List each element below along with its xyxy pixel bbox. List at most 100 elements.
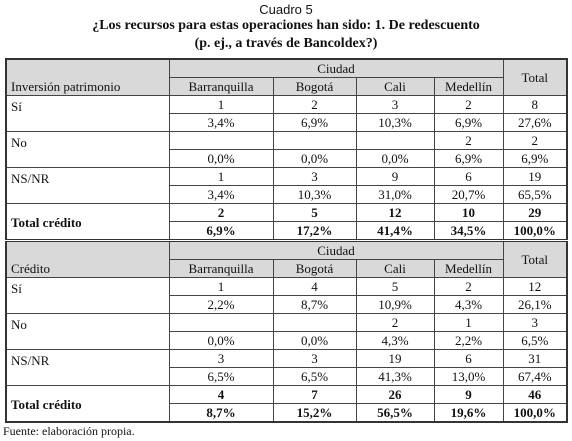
column-header: Cali	[355, 77, 435, 96]
percent-cell: 0,0%	[168, 331, 274, 350]
percent-cell: 0,0%	[355, 149, 435, 168]
percent-cell: 20,7%	[433, 185, 504, 204]
percent-cell: 10,3%	[355, 113, 435, 132]
count-row: NS/NR 3 3 19 6 31	[5, 349, 568, 386]
count-cell: 12	[502, 277, 568, 296]
percent-cell: 56,5%	[355, 403, 435, 423]
column-header: Bogotá	[272, 259, 357, 278]
count-cell: 9	[433, 385, 504, 404]
percent-row: 8,7% 15,2% 56,5% 19,6% 100,0%	[6, 403, 568, 423]
row-label: NS/NR	[5, 167, 170, 204]
count-cell: 6	[433, 349, 504, 368]
percent-cell: 41,3%	[355, 367, 435, 386]
count-row: Sí 1 4 5 2 12	[5, 277, 568, 314]
percent-cell: 67,4%	[502, 367, 568, 386]
count-cell: 29	[502, 203, 568, 222]
percent-cell: 4,3%	[355, 331, 435, 350]
percent-cell: 15,2%	[272, 403, 357, 423]
percent-cell: 2,2%	[433, 331, 504, 350]
percent-cell: 27,6%	[502, 113, 568, 132]
data-table: Inversión patrimonio Ciudad Total Barranqui…	[5, 58, 568, 423]
count-cell: 12	[355, 203, 435, 222]
percent-cell: 4,3%	[433, 295, 504, 314]
percent-row: 6,9% 17,2% 41,4% 34,5% 100,0%	[6, 221, 568, 241]
group-header: Ciudad	[168, 239, 504, 260]
percent-cell: 6,9%	[168, 221, 274, 241]
column-header: Cali	[355, 259, 435, 278]
section-header: Crédito	[5, 239, 170, 278]
row-label: No	[5, 131, 170, 168]
count-cell	[168, 131, 274, 150]
source-note: Fuente: elaboración propia.	[3, 424, 135, 438]
count-row: Total crédito 4 7 26 9 46	[5, 385, 568, 423]
count-cell: 7	[272, 385, 357, 404]
count-cell: 1	[168, 277, 274, 296]
count-row: Total crédito 2 5 12 10 29	[5, 203, 568, 241]
count-cell: 6	[433, 167, 504, 186]
percent-row: 6,5% 6,5% 41,3% 13,0% 67,4%	[6, 367, 568, 386]
percent-cell: 100,0%	[502, 403, 568, 423]
column-header: Medellín	[433, 259, 504, 278]
count-row: No 2 2	[5, 131, 568, 168]
percent-cell: 10,9%	[355, 295, 435, 314]
caption: Cuadro 5	[259, 2, 313, 17]
count-cell: 2	[272, 95, 357, 114]
column-header: Bogotá	[272, 77, 357, 96]
header-row: Barranquilla Bogotá Cali Medellín	[6, 77, 567, 96]
percent-cell: 6,9%	[433, 113, 504, 132]
percent-cell: 8,7%	[272, 295, 357, 314]
count-cell: 1	[168, 95, 274, 114]
percent-row: 2,2% 8,7% 10,9% 4,3% 26,1%	[6, 295, 568, 314]
count-cell: 5	[272, 203, 357, 222]
percent-cell: 6,5%	[502, 331, 568, 350]
header-row: Crédito Ciudad Total	[5, 239, 568, 278]
count-cell: 8	[502, 95, 568, 114]
count-cell: 3	[168, 349, 274, 368]
header-row: Barranquilla Bogotá Cali Medellín	[6, 259, 567, 278]
count-cell	[272, 131, 357, 150]
count-cell: 9	[355, 167, 435, 186]
percent-cell: 41,4%	[355, 221, 435, 241]
count-cell: 19	[355, 349, 435, 368]
row-label: No	[5, 313, 170, 350]
count-cell: 3	[502, 313, 568, 332]
percent-row: 3,4% 10,3% 31,0% 20,7% 65,5%	[6, 185, 568, 204]
title-line: ¿Los recursos para estas operaciones han…	[92, 18, 480, 33]
count-cell: 4	[168, 385, 274, 404]
count-row: NS/NR 1 3 9 6 19	[5, 167, 568, 204]
count-cell	[168, 313, 274, 332]
percent-cell: 100,0%	[502, 221, 568, 241]
percent-cell: 10,3%	[272, 185, 357, 204]
column-header: Barranquilla	[168, 259, 274, 278]
count-cell: 1	[433, 313, 504, 332]
count-cell: 2	[355, 313, 435, 332]
count-cell: 2	[433, 277, 504, 296]
count-cell	[355, 131, 435, 150]
count-cell: 19	[502, 167, 568, 186]
percent-row: 0,0% 0,0% 0,0% 6,9% 6,9%	[6, 149, 568, 168]
count-cell: 1	[168, 167, 274, 186]
header-row: Inversión patrimonio Ciudad Total	[5, 58, 568, 96]
total-header: Total	[502, 58, 568, 96]
column-header: Medellín	[433, 77, 504, 96]
percent-cell: 8,7%	[168, 403, 274, 423]
percent-cell: 6,9%	[433, 149, 504, 168]
percent-cell: 6,9%	[272, 113, 357, 132]
count-cell: 3	[355, 95, 435, 114]
percent-cell: 3,4%	[168, 113, 274, 132]
percent-cell: 34,5%	[433, 221, 504, 241]
row-label: Total crédito	[5, 203, 170, 241]
title-line: (p. ej., a través de Bancoldex?)	[194, 36, 378, 51]
total-header: Total	[502, 239, 568, 278]
percent-cell: 6,5%	[168, 367, 274, 386]
percent-cell: 0,0%	[272, 331, 357, 350]
count-cell: 26	[355, 385, 435, 404]
percent-cell: 19,6%	[433, 403, 504, 423]
count-cell: 2	[433, 95, 504, 114]
count-cell: 10	[433, 203, 504, 222]
row-label: NS/NR	[5, 349, 170, 386]
section-header: Inversión patrimonio	[5, 58, 170, 96]
percent-cell: 2,2%	[168, 295, 274, 314]
count-cell: 3	[272, 167, 357, 186]
